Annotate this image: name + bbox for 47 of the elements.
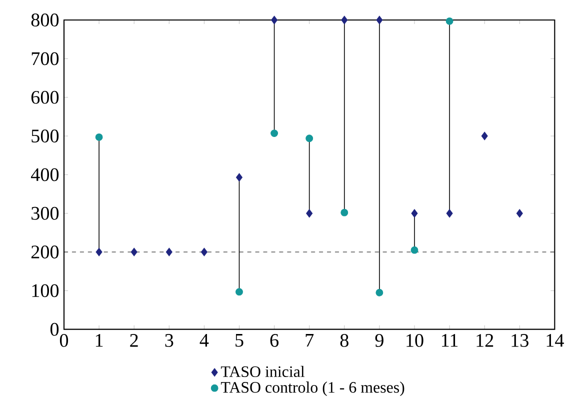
point: [481, 132, 488, 140]
x-tick-label: 7: [306, 334, 314, 347]
x-tick-label: 1: [96, 334, 103, 347]
point: [236, 173, 242, 182]
x-tick-label: 9: [375, 334, 384, 347]
y-tick-label: 100: [32, 284, 59, 298]
x-tick-label: 13: [512, 334, 528, 347]
point: [236, 288, 243, 296]
point: [271, 16, 278, 24]
x-tick-label: 6: [270, 334, 279, 347]
x-tick-label: 11: [442, 334, 458, 347]
y-tick-label: 400: [30, 168, 59, 182]
x-tick-label: 4: [200, 334, 209, 347]
point: [306, 209, 313, 218]
point: [200, 248, 208, 256]
y-tick-label: 200: [31, 246, 59, 258]
point: [96, 248, 102, 256]
point: [130, 248, 138, 256]
y-tick-label: 700: [32, 52, 59, 66]
point: [340, 208, 348, 216]
x-tick-label: 2: [130, 334, 138, 347]
point: [376, 16, 383, 24]
x-tick-label: 12: [476, 334, 494, 347]
x-tick-label: 14: [546, 334, 564, 347]
x-tick-label: 10: [406, 334, 424, 347]
x-tick-label: 0: [60, 334, 68, 347]
point: [270, 130, 278, 138]
point: [446, 17, 454, 25]
y-tick-label: 0: [50, 322, 59, 336]
point: [410, 246, 418, 254]
y-tick-label: 300: [32, 206, 59, 220]
legend-label: TASO inicial: [220, 366, 305, 378]
point: [306, 134, 314, 142]
y-tick-label: 500: [32, 130, 59, 142]
y-tick-label: 600: [31, 90, 59, 104]
point: [341, 16, 348, 24]
x-tick-label: 3: [165, 334, 174, 347]
point: [446, 209, 453, 218]
point: [411, 209, 418, 218]
x-tick-label: 5: [236, 334, 244, 347]
x-tick-label: 8: [340, 334, 348, 347]
legend-label: TASO controlo (1 - 6 meses): [220, 382, 404, 396]
point: [376, 288, 384, 296]
point: [95, 133, 103, 141]
point: [166, 248, 172, 256]
y-tick-label: 800: [31, 14, 59, 26]
point: [516, 209, 523, 218]
